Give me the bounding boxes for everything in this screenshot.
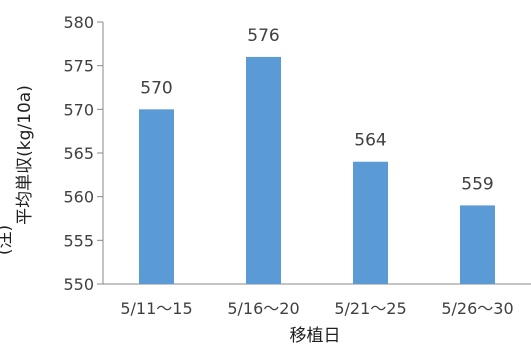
bar	[139, 109, 174, 284]
y-tick-label: 550	[63, 275, 94, 294]
x-tick-label: 5/26〜30	[441, 299, 513, 318]
data-labels: 570 576 564 559	[140, 26, 493, 194]
x-tick-label: 5/16〜20	[227, 299, 299, 318]
bar-series	[139, 56, 495, 284]
y-tick-label: 580	[63, 13, 94, 32]
data-label: 559	[461, 174, 493, 194]
data-label: 576	[247, 26, 279, 46]
y-axis-note: (注)	[0, 225, 15, 255]
x-tick-label: 5/11〜15	[120, 299, 192, 318]
y-tick-label: 560	[63, 188, 94, 207]
bar	[246, 56, 281, 284]
data-label: 570	[140, 78, 172, 98]
y-tick-label: 555	[63, 231, 94, 250]
y-axis-title: 平均単収(kg/10a)	[15, 85, 35, 225]
data-label: 564	[354, 131, 386, 151]
x-axis-ticks: 5/11〜15 5/16〜20 5/21〜25 5/26〜30	[120, 299, 513, 318]
x-tick-label: 5/21〜25	[334, 299, 406, 318]
y-tick-label: 570	[63, 100, 94, 119]
y-tick-label: 575	[63, 57, 94, 76]
y-axis-ticks: 550 555 560 565 570 575 580	[63, 13, 103, 294]
x-axis-title: 移植日	[290, 326, 341, 346]
bar	[353, 161, 388, 284]
bar	[460, 205, 495, 284]
y-tick-label: 565	[63, 144, 94, 163]
